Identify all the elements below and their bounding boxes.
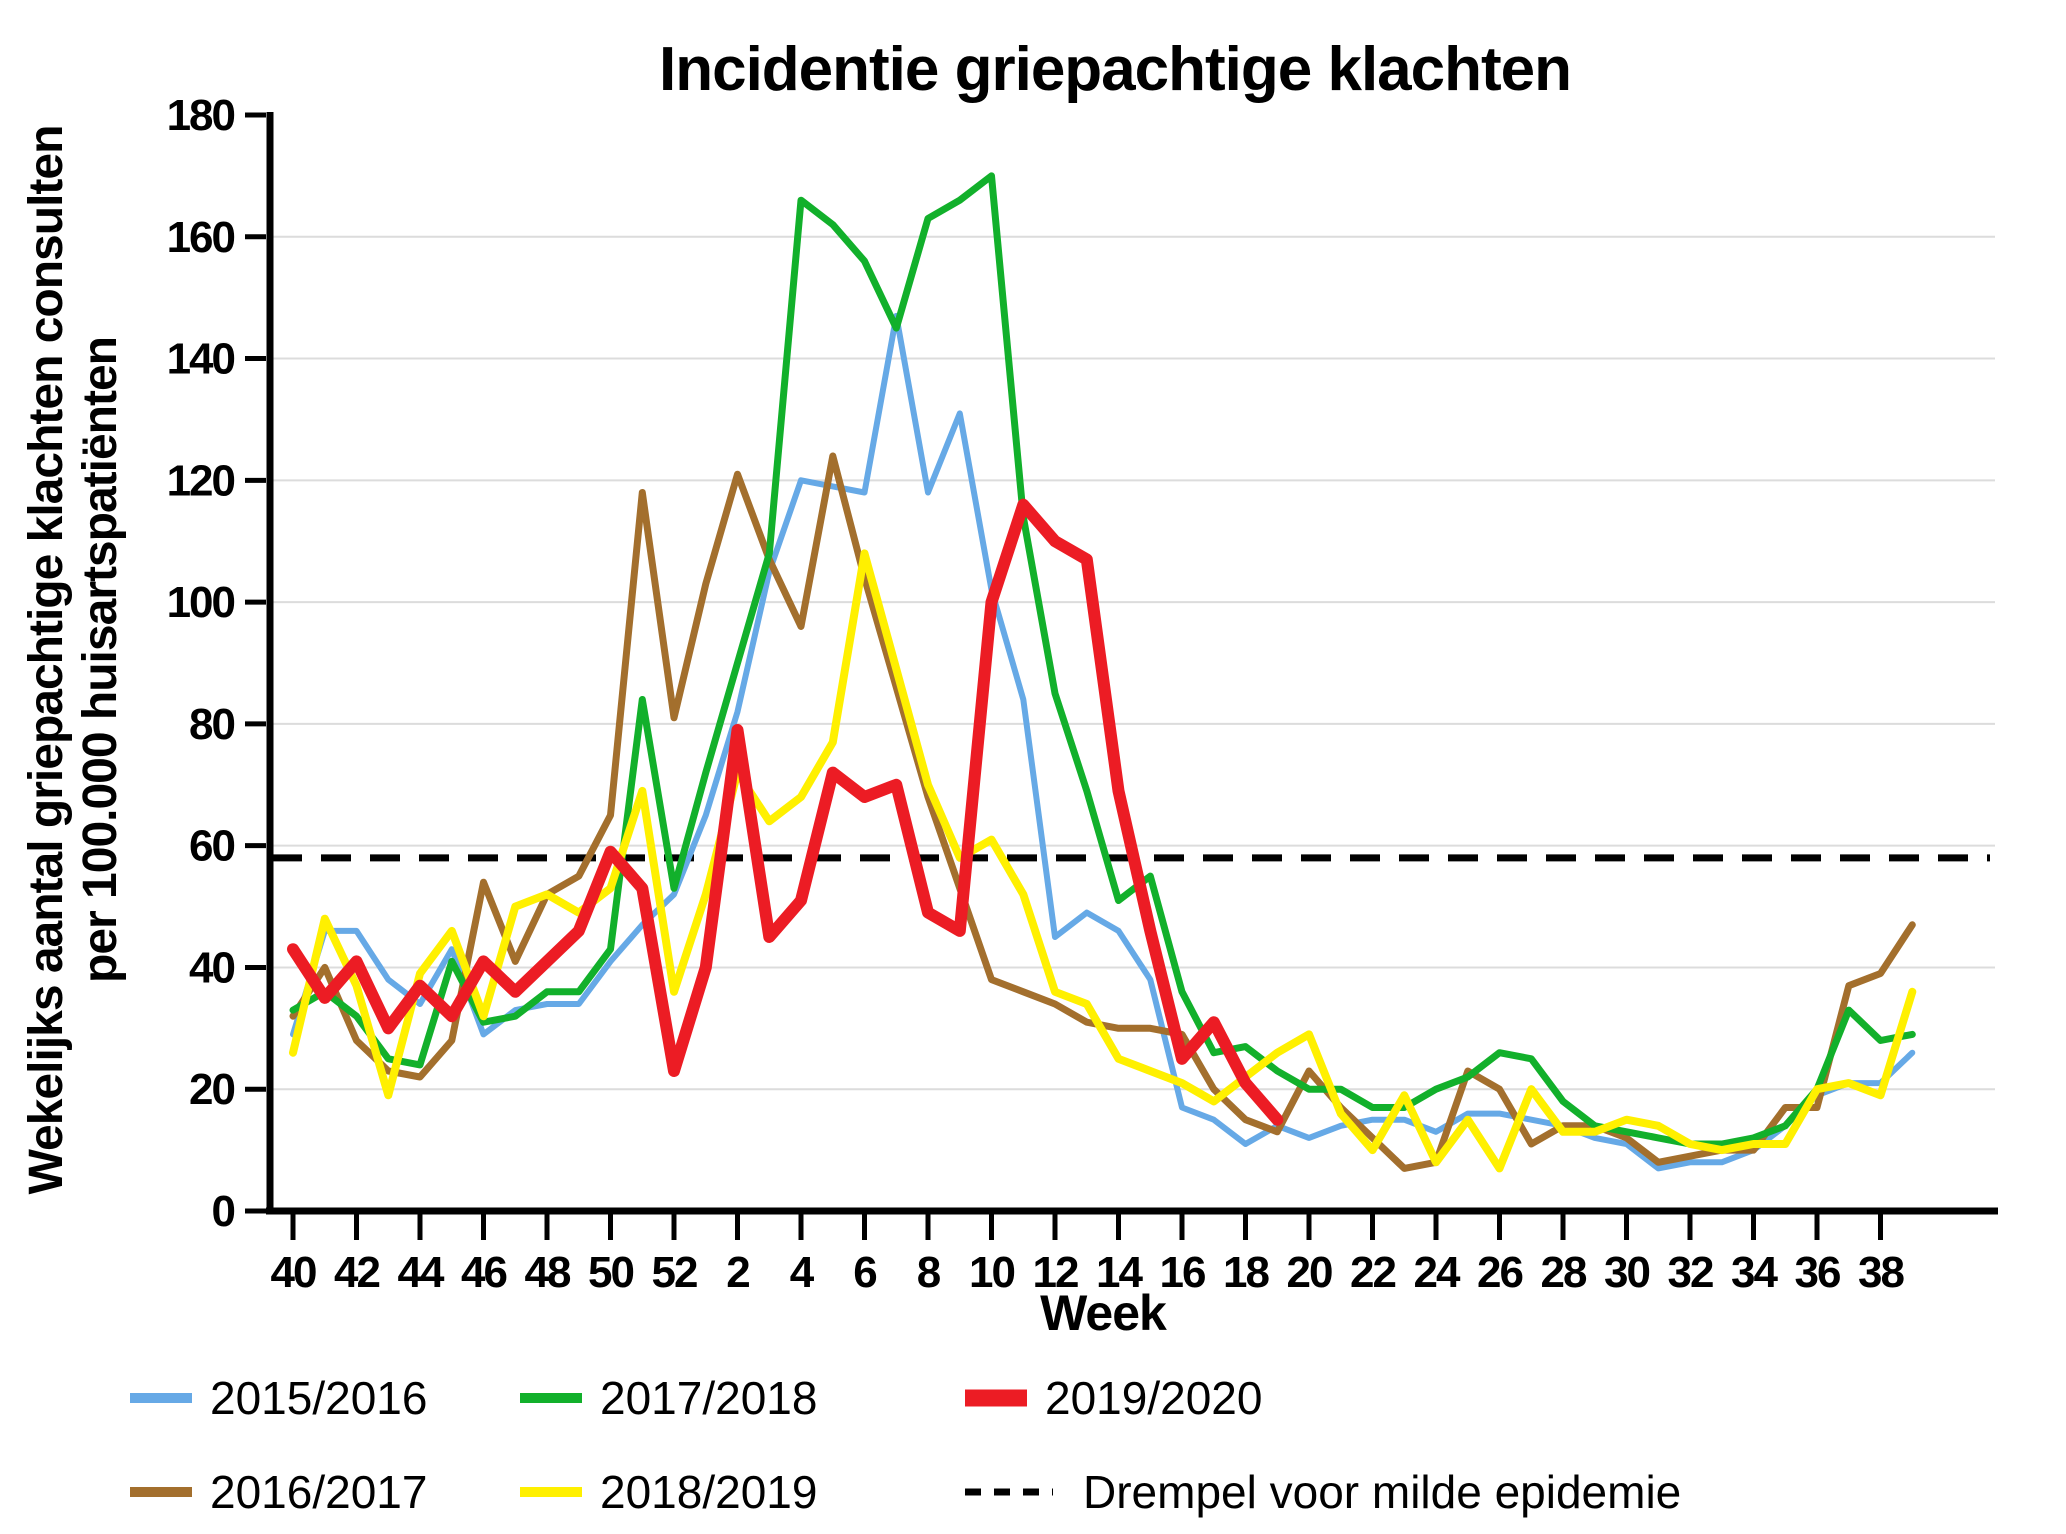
x-tick-label-18: 18 (1223, 1248, 1269, 1297)
y-axis-title-line-1: Wekelijks aantal griepachtige klachten c… (20, 126, 73, 1195)
x-tick-label-12: 12 (1033, 1248, 1078, 1297)
x-tick-label-20: 20 (1287, 1248, 1332, 1297)
y-tick-label-60: 60 (189, 822, 234, 871)
y-tick-label-140: 140 (167, 335, 235, 384)
x-tick-label-14: 14 (1096, 1248, 1143, 1297)
y-tick-label-120: 120 (167, 456, 235, 505)
x-tick-label-42: 42 (334, 1248, 379, 1297)
x-tick-label-48: 48 (525, 1248, 571, 1297)
x-axis-title: Week (1040, 1285, 1167, 1341)
legend-item-Drempel-voor-milde-epidemie: Drempel voor milde epidemie (965, 1466, 1681, 1518)
x-tick-label-44: 44 (398, 1248, 445, 1297)
x-tick-label-36: 36 (1795, 1248, 1840, 1297)
x-tick-label-10: 10 (969, 1248, 1014, 1297)
x-tick-label-38: 38 (1858, 1248, 1904, 1297)
x-tick-label-4: 4 (790, 1248, 815, 1297)
x-tick-label-28: 28 (1541, 1248, 1587, 1297)
x-tick-label-46: 46 (461, 1248, 506, 1297)
legend-item-2016-2017: 2016/2017 (130, 1466, 427, 1518)
y-tick-label-80: 80 (189, 700, 234, 749)
legend-label-2016-2017: 2016/2017 (210, 1466, 427, 1518)
x-tick-label-8: 8 (917, 1248, 941, 1297)
x-tick-label-6: 6 (853, 1248, 876, 1297)
legend-item-2019-2020: 2019/2020 (965, 1372, 1262, 1424)
y-axis-title-line-2: per 100.000 huisartspatiënten (74, 337, 127, 983)
chart-title: Incidentie griepachtige klachten (659, 35, 1571, 104)
x-tick-label-30: 30 (1604, 1248, 1649, 1297)
gridlines (270, 235, 1995, 1091)
y-tick-label-100: 100 (167, 578, 235, 627)
x-tick-label-50: 50 (588, 1248, 633, 1297)
legend-label-2018-2019: 2018/2019 (600, 1466, 817, 1518)
x-tick-label-24: 24 (1414, 1248, 1461, 1297)
y-tick-label-180: 180 (167, 91, 235, 140)
series-line-2015-2016 (290, 312, 1916, 1172)
series-line-2017-2018 (289, 172, 1916, 1148)
y-tick-label-40: 40 (189, 943, 234, 992)
legend-item-2018-2019: 2018/2019 (520, 1466, 817, 1518)
x-tick-label-26: 26 (1477, 1248, 1522, 1297)
legend-label-2019-2020: 2019/2020 (1045, 1372, 1262, 1424)
legend-label-Drempel-voor-milde-epidemie: Drempel voor milde epidemie (1083, 1466, 1681, 1518)
series-line-2019-2020 (287, 498, 1284, 1126)
x-tick-label-40: 40 (271, 1248, 316, 1297)
legend-item-2015-2016: 2015/2016 (130, 1372, 427, 1424)
x-tick-label-22: 22 (1350, 1248, 1395, 1297)
y-tick-label-160: 160 (167, 213, 235, 262)
y-tick-label-0: 0 (212, 1187, 235, 1236)
legend-label-2017-2018: 2017/2018 (600, 1372, 817, 1424)
legend-item-2017-2018: 2017/2018 (520, 1372, 817, 1424)
x-tick-label-16: 16 (1160, 1248, 1205, 1297)
x-tick-label-2: 2 (726, 1248, 749, 1297)
series-line-2016-2017 (289, 452, 1916, 1172)
y-tick-label-20: 20 (189, 1065, 234, 1114)
series-line-2018-2019 (289, 549, 1917, 1173)
x-tick-label-52: 52 (652, 1248, 697, 1297)
x-tick-label-34: 34 (1731, 1248, 1778, 1297)
legend-label-2015-2016: 2015/2016 (210, 1372, 427, 1424)
x-tick-label-32: 32 (1668, 1248, 1713, 1297)
